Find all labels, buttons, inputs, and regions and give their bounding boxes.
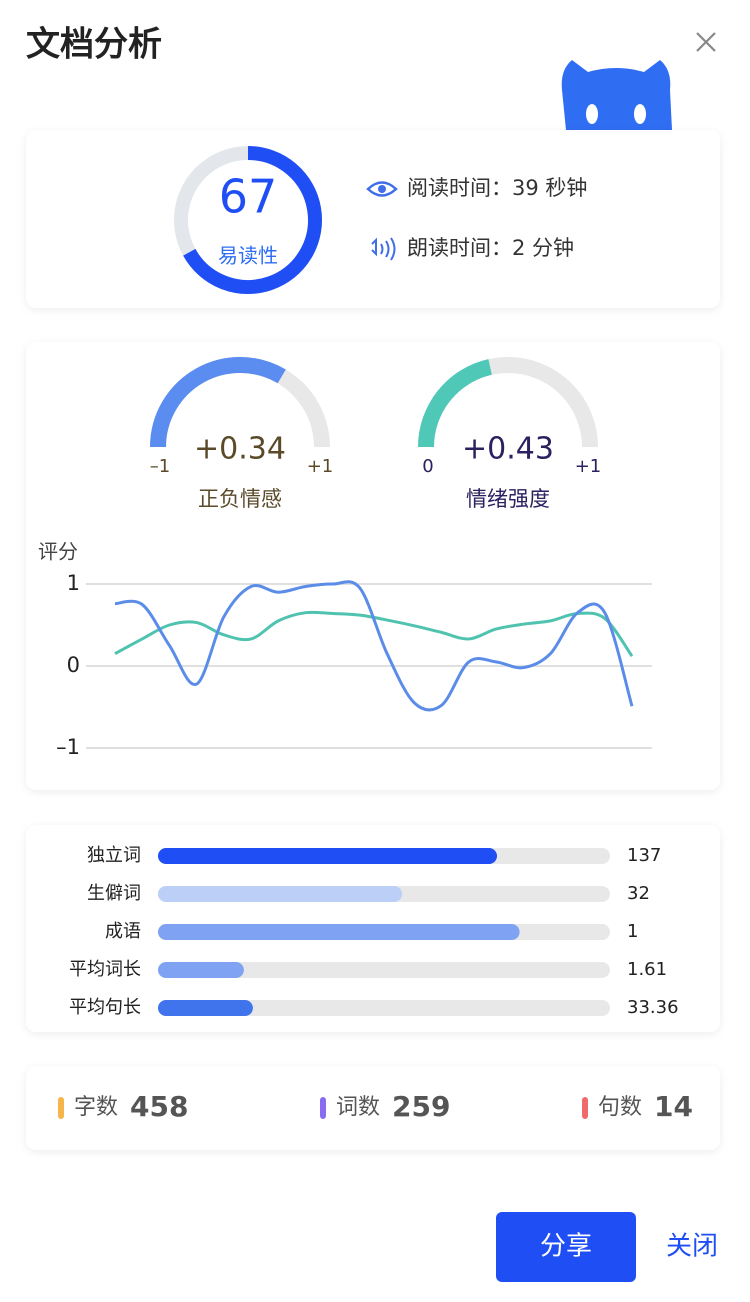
readability-score: 67 [219, 170, 278, 224]
card-sentiment [26, 342, 720, 790]
bar-value: 137 [627, 845, 661, 866]
bar [158, 1000, 253, 1016]
voice-icon [371, 237, 396, 261]
gauge-label: 正负情感 [198, 487, 282, 511]
gauge-value-label: +0.43 [462, 432, 554, 467]
bar-label: 平均词长 [69, 959, 141, 980]
bar [158, 962, 244, 978]
stat-value: 458 [130, 1090, 188, 1123]
title: 文档分析 [26, 25, 162, 65]
time-info: 阅读时间：39 秒钟 [407, 176, 587, 200]
stat-marker [320, 1097, 326, 1119]
bar-track [158, 1000, 610, 1016]
bar-value: 1 [627, 921, 638, 942]
bar-label: 独立词 [87, 845, 141, 866]
bar-label: 平均句长 [69, 997, 141, 1018]
close-icon[interactable] [696, 32, 716, 52]
stat-label: 句数 [598, 1095, 642, 1120]
gauge-range-label: –1 [150, 456, 170, 477]
gauge-range-label: +1 [575, 456, 602, 477]
y-tick-label: 1 [67, 571, 80, 595]
gauge-label: 情绪强度 [466, 487, 550, 511]
gauge-value [418, 359, 493, 448]
bar [158, 924, 520, 940]
time-info: 朗读时间：2 分钟 [407, 236, 574, 260]
bar-value: 33.36 [627, 997, 679, 1018]
card-readability [26, 130, 720, 308]
mascot [561, 60, 672, 130]
bar-value: 32 [627, 883, 650, 904]
stat-label: 词数 [336, 1095, 380, 1120]
gauge-range-label: +1 [307, 456, 334, 477]
gauge-value-label: +0.34 [194, 432, 286, 467]
bar [158, 886, 403, 902]
eye-icon [366, 181, 398, 197]
stat-label: 字数 [74, 1095, 118, 1120]
share-label[interactable]: 分享 [540, 1232, 592, 1262]
stat-marker [58, 1097, 64, 1119]
stat-marker [582, 1097, 588, 1119]
y-tick-label: –1 [56, 735, 80, 759]
bar-track [158, 962, 610, 978]
line-series [114, 580, 634, 712]
stat-value: 259 [392, 1090, 450, 1123]
share-button[interactable] [496, 1212, 636, 1282]
y-axis-label: 评分 [38, 540, 78, 564]
bar-value: 1.61 [627, 959, 667, 980]
y-tick-label: 0 [67, 653, 80, 677]
bar-label: 成语 [105, 921, 141, 942]
readability-label: 易读性 [218, 244, 278, 268]
bar-label: 生僻词 [87, 883, 141, 904]
gauge-range-label: 0 [422, 456, 433, 477]
card-stats [26, 1066, 720, 1150]
gauge-value [150, 357, 286, 448]
close-button[interactable]: 关闭 [666, 1232, 718, 1262]
bar [158, 848, 497, 864]
ring-value [183, 146, 322, 294]
stat-value: 14 [654, 1090, 693, 1123]
